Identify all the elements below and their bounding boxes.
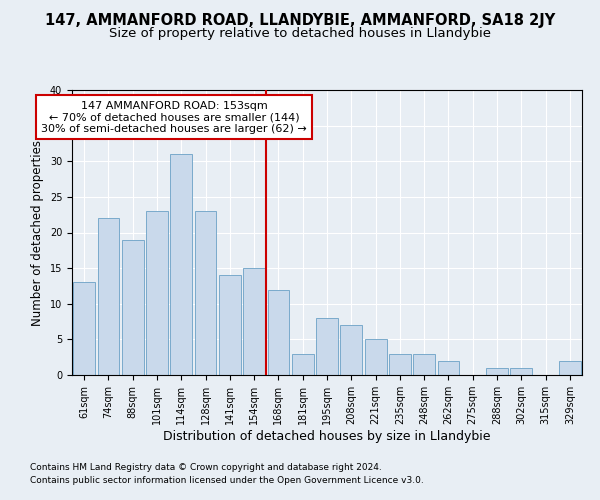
Bar: [170, 154, 192, 375]
Bar: [219, 275, 241, 375]
Bar: [559, 361, 581, 375]
Text: Contains public sector information licensed under the Open Government Licence v3: Contains public sector information licen…: [30, 476, 424, 485]
Bar: [316, 318, 338, 375]
Bar: [268, 290, 289, 375]
Y-axis label: Number of detached properties: Number of detached properties: [31, 140, 44, 326]
Bar: [194, 211, 217, 375]
Text: 147 AMMANFORD ROAD: 153sqm
← 70% of detached houses are smaller (144)
30% of sem: 147 AMMANFORD ROAD: 153sqm ← 70% of deta…: [41, 100, 307, 134]
Bar: [146, 211, 168, 375]
Text: Size of property relative to detached houses in Llandybie: Size of property relative to detached ho…: [109, 28, 491, 40]
Text: Contains HM Land Registry data © Crown copyright and database right 2024.: Contains HM Land Registry data © Crown c…: [30, 464, 382, 472]
Bar: [389, 354, 411, 375]
Bar: [73, 282, 95, 375]
Bar: [365, 340, 386, 375]
Bar: [413, 354, 435, 375]
Bar: [511, 368, 532, 375]
Bar: [292, 354, 314, 375]
Bar: [437, 361, 460, 375]
Bar: [97, 218, 119, 375]
Bar: [340, 325, 362, 375]
Bar: [486, 368, 508, 375]
X-axis label: Distribution of detached houses by size in Llandybie: Distribution of detached houses by size …: [163, 430, 491, 443]
Bar: [122, 240, 143, 375]
Text: 147, AMMANFORD ROAD, LLANDYBIE, AMMANFORD, SA18 2JY: 147, AMMANFORD ROAD, LLANDYBIE, AMMANFOR…: [45, 12, 555, 28]
Bar: [243, 268, 265, 375]
